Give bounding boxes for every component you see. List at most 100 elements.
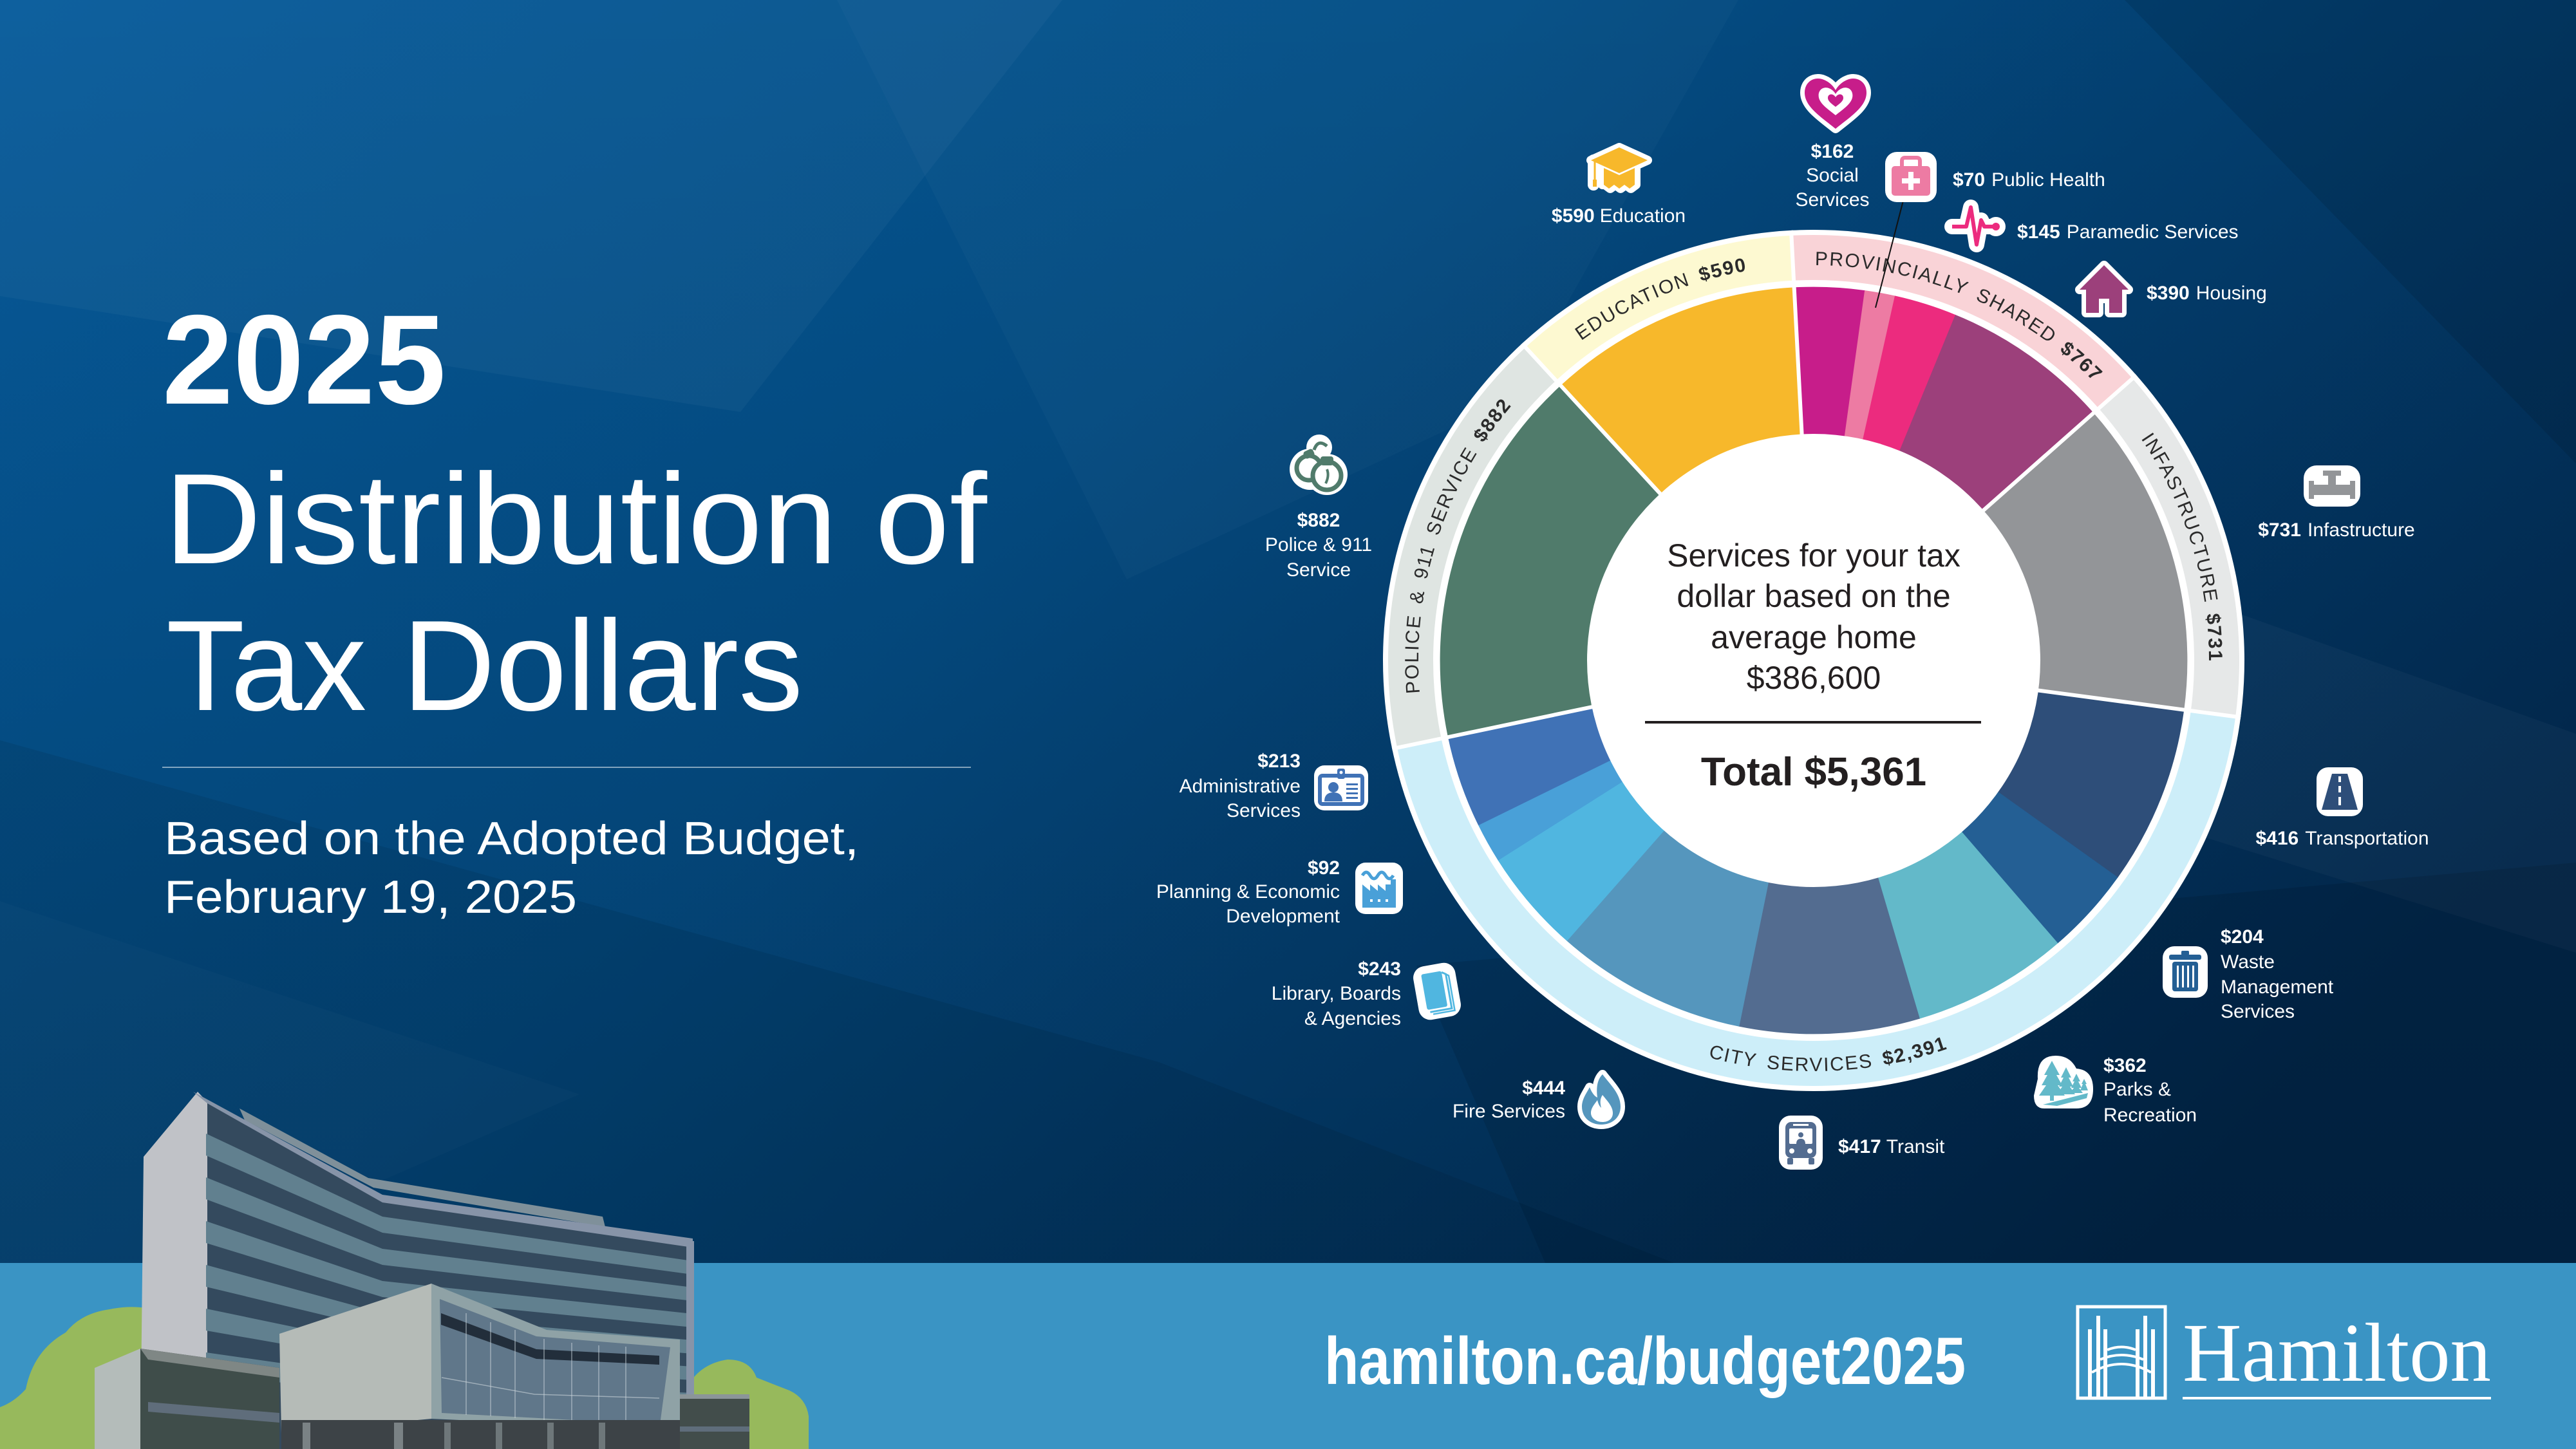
callout-text: $390 Housing xyxy=(2147,283,2267,304)
callout-label: Housing xyxy=(2196,283,2267,304)
callout-amount: $882 xyxy=(1297,510,1340,531)
callout-label: Service xyxy=(1286,559,1351,581)
callout-amount: $362 xyxy=(2103,1055,2147,1076)
subtitle-line-2: February 19, 2025 xyxy=(164,872,577,923)
callout-label: Services xyxy=(1795,189,1869,210)
house-icon xyxy=(2075,261,2133,317)
ring-segment-provincially-shared xyxy=(1791,235,2133,409)
ring-segment-police-911 xyxy=(1387,347,1556,748)
callout-label: Transportation xyxy=(2305,828,2429,849)
pie-wedges xyxy=(1440,286,2188,1034)
callout-text: $416 Transportation xyxy=(2255,828,2429,849)
callout-label: Social xyxy=(1806,165,1859,186)
callout-public-health: $70 Public Health xyxy=(1885,152,2105,202)
callout-education: $590 Education xyxy=(1552,143,1686,227)
callout-amount: $145 xyxy=(2017,221,2060,243)
title-line-1: Distribution of xyxy=(164,447,987,591)
callout-transit: $417 Transit xyxy=(1779,1116,1945,1170)
callout-parks-recreation: $362 Parks & Recreation xyxy=(2034,1055,2197,1126)
callout-text: $145 Paramedic Services xyxy=(2017,221,2239,243)
callout-label: & Agencies xyxy=(1304,1008,1401,1029)
donut-center xyxy=(1587,434,2040,887)
callout-amount: $416 xyxy=(2255,828,2299,849)
callout-label: Police & 911 xyxy=(1265,534,1372,556)
group-separator xyxy=(1391,704,1596,751)
callout-label: Education xyxy=(1600,205,1686,227)
callout-label: Paramedic Services xyxy=(2067,221,2239,243)
callout-transportation: $416 Transportation xyxy=(2255,767,2429,849)
callout-amount: $590 xyxy=(1552,205,1595,227)
group-ring xyxy=(1387,235,2239,1086)
group-separator xyxy=(2034,687,2241,720)
factory-icon xyxy=(1355,863,1403,914)
callout-police-911: $882 Police & 911 Service xyxy=(1265,435,1372,581)
heart-hands-icon xyxy=(1800,74,1871,133)
callout-label: Recreation xyxy=(2103,1105,2197,1126)
callout-waste-management: $204 Waste Management Services xyxy=(2163,926,2334,1022)
ring-segment-education xyxy=(1525,235,1794,381)
callout-paramedic-services: $145 Paramedic Services xyxy=(1944,200,2239,252)
center-caption-line-3: average home xyxy=(1711,619,1917,655)
heartbeat-icon xyxy=(1944,200,2006,252)
flame-icon xyxy=(1577,1070,1625,1129)
road-icon xyxy=(2317,767,2363,816)
callout-text: $70 Public Health xyxy=(1953,169,2105,191)
callout-amount: $213 xyxy=(1257,751,1301,772)
callout-label: Library, Boards xyxy=(1272,983,1401,1004)
graduation-cap-icon xyxy=(1586,143,1652,193)
trees-icon xyxy=(2034,1056,2093,1108)
callout-label: Management xyxy=(2221,977,2334,998)
callout-label: Development xyxy=(1226,906,1340,927)
title-block: 2025 Distribution of Tax Dollars Based o… xyxy=(162,288,987,923)
center-caption-line-1: Services for your tax xyxy=(1667,538,1960,574)
callout-amount: $444 xyxy=(1522,1078,1565,1099)
group-separator xyxy=(1520,342,1664,498)
callout-amount: $204 xyxy=(2221,926,2264,948)
callout-amount: $390 xyxy=(2147,283,2190,304)
callout-amount: $92 xyxy=(1308,857,1340,879)
title-line-2: Tax Dollars xyxy=(166,594,803,738)
city-building-illustration xyxy=(0,1092,809,1449)
callout-amount: $731 xyxy=(2258,519,2301,541)
ring-segment-city-services xyxy=(1397,711,2236,1086)
callout-infastructure: $731 Infastructure xyxy=(2258,465,2415,541)
public-health-leader-line xyxy=(1875,200,1904,308)
callout-label: Public Health xyxy=(1991,169,2105,191)
front-box xyxy=(279,1284,431,1433)
medical-bag-icon xyxy=(1885,152,1937,202)
hamilton-logo: Hamilton xyxy=(2076,1305,2491,1400)
group-separator xyxy=(1789,230,1804,438)
pipe-icon xyxy=(2304,465,2360,507)
callout-text: $731 Infastructure xyxy=(2258,519,2415,541)
callout-label: Services xyxy=(1227,800,1301,821)
title-year: 2025 xyxy=(162,288,446,431)
callout-label: Infastructure xyxy=(2308,519,2415,541)
budget-website-link[interactable]: hamilton.ca/budget2025 xyxy=(1324,1324,1966,1399)
callout-label: Administrative xyxy=(1180,776,1301,797)
hamilton-wordmark: Hamilton xyxy=(2183,1307,2491,1399)
callout-label: Fire Services xyxy=(1453,1101,1565,1122)
group-separator xyxy=(1979,373,2138,515)
callout-social-services: $162 Social Services xyxy=(1795,74,1871,210)
average-home-value: $386,600 xyxy=(1747,660,1881,696)
center-caption-line-2: dollar based on the xyxy=(1677,578,1950,614)
tower-roof-edge xyxy=(193,1092,693,1248)
callout-amount: $70 xyxy=(1953,169,1985,191)
id-badge-icon xyxy=(1314,765,1368,810)
glass-wall xyxy=(440,1299,670,1425)
callout-housing: $390 Housing xyxy=(2075,261,2267,317)
callout-fire-services: $444 Fire Services xyxy=(1453,1070,1625,1129)
callout-library-boards-agencies: $243 Library, Boards & Agencies xyxy=(1272,958,1461,1029)
callout-label: Services xyxy=(2221,1001,2295,1022)
group-separators xyxy=(1391,230,2241,751)
callout-label: Waste xyxy=(2221,951,2275,973)
callout-label: Parks & xyxy=(2103,1079,2171,1100)
callout-text: $417 Transit xyxy=(1838,1136,1945,1157)
ring-segment-infastructure xyxy=(2098,379,2239,717)
callout-planning-economic-development: $92 Planning & Economic Development xyxy=(1156,857,1403,927)
subtitle-line-1: Based on the Adopted Budget, xyxy=(164,813,859,865)
callout-amount: $162 xyxy=(1811,141,1854,162)
trash-can-icon xyxy=(2163,946,2208,998)
